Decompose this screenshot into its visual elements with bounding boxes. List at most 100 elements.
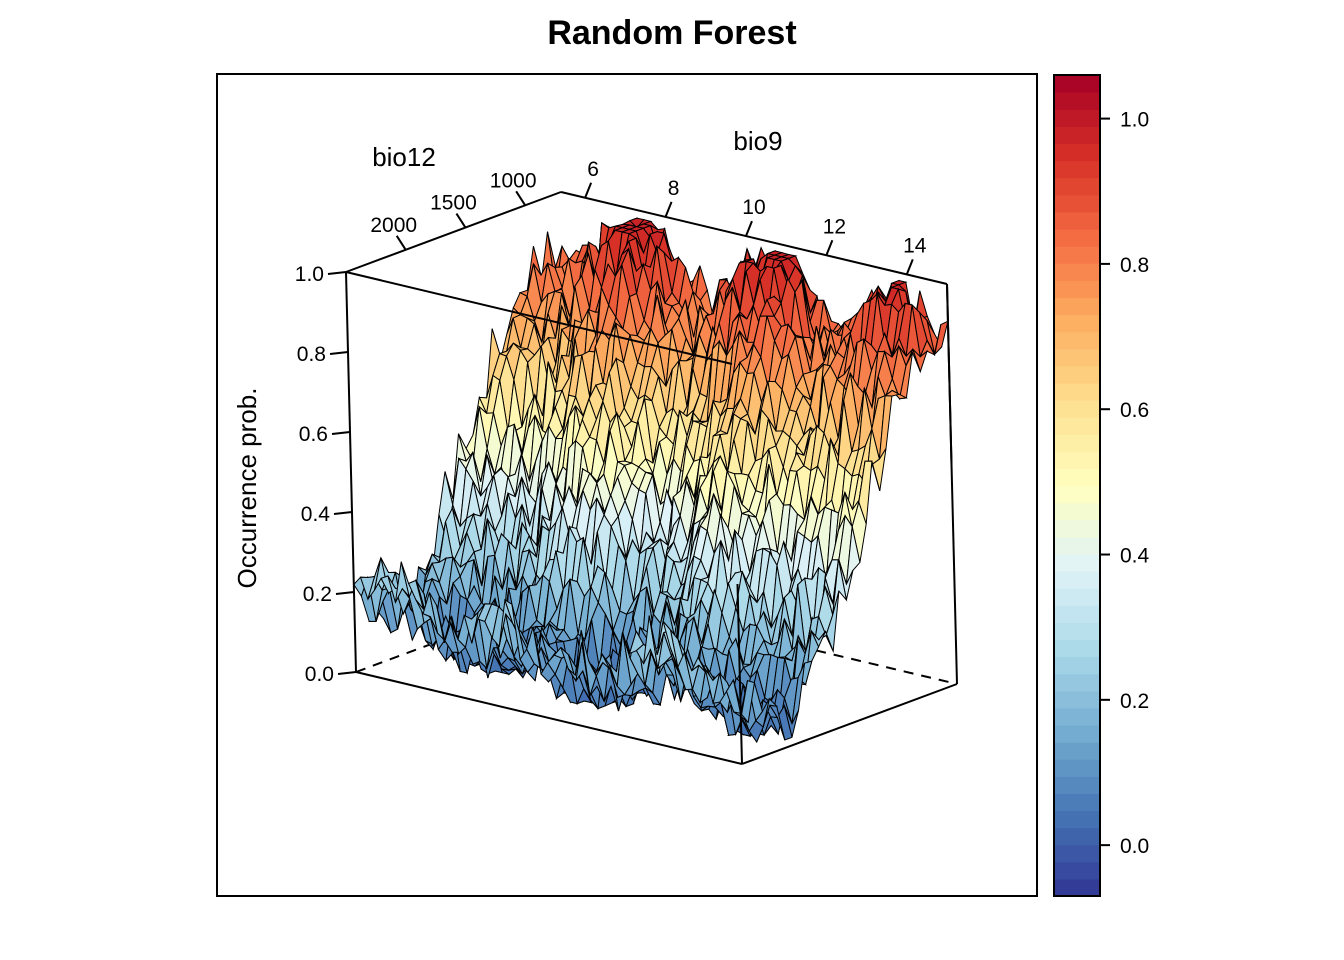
x-tick-label: 6 — [587, 158, 599, 181]
y-tick-label: 2000 — [370, 214, 417, 237]
colorbar-swatch — [1054, 297, 1100, 316]
colorbar-swatch — [1054, 656, 1100, 675]
colorbar-swatch — [1054, 211, 1100, 230]
x-axis-label: bio9 — [733, 126, 782, 156]
colorbar-tick-label: 1.0 — [1120, 109, 1149, 132]
box-edge-top-front — [345, 271, 733, 365]
colorbar: 0.0 0.2 0.4 0.6 0.8 1.0 — [1053, 74, 1150, 897]
x-tick-label: 10 — [742, 196, 765, 219]
colorbar-swatch — [1054, 160, 1100, 179]
colorbar-swatch — [1054, 263, 1100, 281]
y-tick — [455, 213, 467, 229]
colorbar-swatch — [1054, 451, 1100, 469]
colorbar-swatch — [1054, 776, 1100, 794]
colorbar-swatch — [1054, 861, 1100, 880]
z-tick-label: 0.4 — [301, 503, 331, 526]
colorbar-tick-label: 0.2 — [1120, 690, 1149, 713]
colorbar-swatch — [1054, 742, 1100, 760]
colorbar-swatch — [1054, 177, 1100, 196]
colorbar-tick-label: 0.8 — [1120, 254, 1149, 277]
bounding-box-front — [345, 271, 958, 765]
colorbar-swatch — [1054, 571, 1100, 589]
colorbar-swatch — [1054, 382, 1100, 401]
box-edge-front-1 — [355, 671, 743, 765]
colorbar-swatch — [1054, 759, 1100, 777]
colorbar-swatch — [1054, 724, 1100, 743]
colorbar-swatch — [1054, 878, 1100, 897]
box-edge-front-3 — [741, 683, 958, 765]
colorbar-swatch — [1054, 126, 1100, 145]
y-axis-label: bio12 — [372, 142, 436, 172]
y-tick-label: 1000 — [490, 169, 537, 192]
colorbar-swatch — [1054, 92, 1100, 110]
colorbar-swatch — [1054, 588, 1100, 606]
colorbar-swatch — [1054, 844, 1100, 863]
colorbar-swatch — [1054, 434, 1100, 452]
colorbar-swatch — [1054, 365, 1100, 384]
x-tick — [664, 201, 673, 218]
colorbar-swatch — [1054, 485, 1100, 504]
axes: 0.0 0.2 0.4 0.6 0.8 1.0 2000 1500 1000 6 8 10 12 14 — [295, 158, 927, 686]
colorbar-swatch — [1054, 827, 1100, 846]
colorbar-swatch — [1054, 194, 1100, 213]
z-tick — [327, 271, 347, 275]
x-tick — [584, 182, 593, 199]
z-tick-label: 0.2 — [303, 583, 332, 606]
box-edge-front-2 — [736, 583, 743, 765]
colorbar-swatch — [1054, 639, 1100, 658]
colorbar-swatch — [1054, 810, 1100, 829]
z-tick-label: 0.6 — [299, 423, 328, 446]
colorbar-frame — [1053, 74, 1101, 897]
z-tick-label: 1.0 — [295, 263, 324, 286]
y-tick — [395, 235, 407, 251]
colorbar-swatch — [1054, 707, 1100, 726]
colorbar-swatch — [1054, 109, 1100, 127]
colorbar-swatch — [1054, 690, 1100, 709]
y-tick — [515, 190, 527, 206]
colorbar-swatch — [1054, 673, 1100, 692]
z-tick — [329, 351, 349, 355]
colorbar-swatch — [1054, 622, 1100, 641]
colorbar-swatch — [1054, 280, 1100, 298]
x-tick — [745, 220, 753, 237]
y-tick-label: 1500 — [430, 192, 477, 215]
colorbar-swatch — [1054, 793, 1100, 812]
plot-frame — [216, 73, 1038, 897]
colorbar-swatch — [1054, 75, 1100, 93]
z-tick — [333, 511, 353, 515]
colorbar-swatch — [1054, 331, 1100, 350]
z-axis-label: Occurrence prob. — [232, 388, 262, 589]
colorbar-swatch — [1054, 246, 1100, 264]
z-tick — [337, 671, 357, 675]
colorbar-swatch — [1054, 143, 1100, 162]
colorbar-tick-label: 0.0 — [1120, 835, 1149, 858]
colorbar-swatch — [1054, 502, 1100, 521]
surface-plot — [353, 217, 949, 744]
x-tick — [825, 239, 834, 256]
x-tick-label: 8 — [668, 177, 680, 200]
colorbar-swatch — [1054, 536, 1100, 555]
colorbar-swatch — [1054, 228, 1100, 247]
chart-title: Random Forest — [547, 14, 796, 52]
colorbar-swatch — [1054, 519, 1100, 538]
colorbar-swatch — [1054, 348, 1100, 367]
colorbar-swatch — [1054, 399, 1100, 418]
x-tick-label: 14 — [903, 234, 927, 257]
z-tick-label: 0.0 — [305, 663, 334, 686]
colorbar-tick-label: 0.4 — [1120, 545, 1150, 568]
x-tick-label: 12 — [823, 215, 846, 238]
colorbar-tick-label: 0.6 — [1120, 399, 1149, 422]
colorbar-swatch — [1054, 468, 1100, 487]
colorbar-swatch — [1054, 314, 1100, 333]
z-tick — [331, 431, 351, 435]
colorbar-swatch — [1054, 417, 1100, 435]
box-edge-front-4 — [946, 283, 953, 465]
box-edge-front-0 — [345, 271, 357, 673]
z-tick — [335, 591, 355, 595]
z-tick-label: 0.8 — [297, 343, 326, 366]
colorbar-swatch — [1054, 553, 1100, 572]
x-tick — [905, 259, 914, 275]
box-edge-back-0 — [560, 191, 948, 285]
colorbar-swatch — [1054, 605, 1100, 623]
